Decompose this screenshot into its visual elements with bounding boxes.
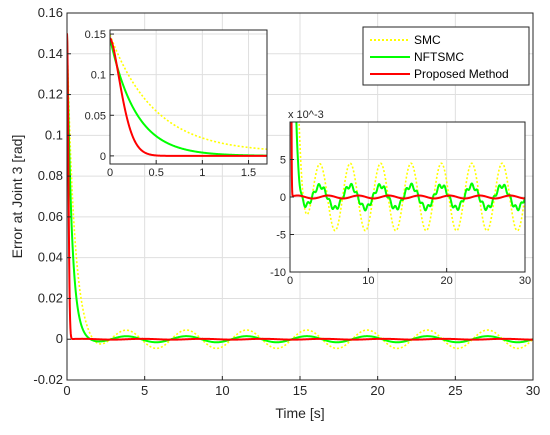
y-tick-label: 0.15 [85, 29, 106, 41]
inset-steady-state-series [290, 122, 525, 232]
inset-zoom-start-x-ticks: 0 0.5 1 1.5 [107, 160, 256, 179]
y-axis-label: Error at Joint 3 [rad] [9, 135, 25, 259]
x-tick-label: 1 [199, 167, 205, 179]
y-tick-label: 0.1 [91, 70, 106, 82]
x-tick-label: 1.5 [241, 167, 256, 179]
inset-zoom-start-frame [109, 29, 268, 165]
x-tick-label: 15 [293, 383, 307, 398]
y-tick-label: 0.08 [38, 168, 63, 183]
main-series [67, 33, 533, 350]
inset-zoom-start-area [110, 30, 267, 164]
series-line-proposed [110, 37, 267, 157]
legend: SMC NFTSMC Proposed Method [362, 26, 530, 86]
y-tick-label: 0.06 [38, 209, 63, 224]
x-tick-label: 0 [287, 275, 293, 287]
y-tick-label: 0.1 [45, 127, 63, 142]
inset-steady-state-y-ticks: -10 -5 0 5 [270, 155, 294, 279]
series-line-nftsmc [295, 122, 525, 212]
x-axis-label: Time [s] [275, 405, 324, 421]
x-tick-label: 0 [107, 167, 113, 179]
x-tick-label: 10 [362, 275, 374, 287]
x-tick-label: 25 [448, 383, 462, 398]
legend-label-nftsmc: NFTSMC [414, 50, 464, 64]
y-tick-label: 0 [280, 192, 286, 204]
x-tick-label: 0 [63, 383, 70, 398]
inset-zoom-start-plot: 0 0.5 1 1.5 0 0.05 0.1 0.15 [85, 29, 268, 179]
y-tick-label: -10 [270, 267, 286, 279]
x-tick-label: 30 [519, 275, 531, 287]
x-tick-label: 20 [441, 275, 453, 287]
series-line-smc [298, 122, 525, 232]
y-tick-label: 0 [100, 151, 106, 163]
y-tick-label: 0.14 [38, 46, 63, 61]
inset-zoom-start-series [110, 34, 267, 157]
y-tick-label: -5 [276, 230, 286, 242]
y-tick-label: 0 [56, 331, 63, 346]
x-tick-label: 30 [526, 383, 540, 398]
main-x-ticks: 0 5 10 15 20 25 30 [63, 376, 540, 398]
inset-y-exponent: x 10^-3 [288, 109, 324, 121]
legend-label-proposed: Proposed Method [414, 67, 509, 81]
series-line-smc [67, 33, 533, 350]
series-line-proposed [290, 122, 525, 200]
series-line-proposed [67, 33, 533, 341]
y-tick-label: 5 [280, 155, 286, 167]
y-tick-label: -0.02 [33, 372, 63, 387]
x-tick-label: 20 [370, 383, 384, 398]
y-tick-label: 0.05 [85, 110, 106, 122]
x-tick-label: 0.5 [149, 167, 164, 179]
legend-label-smc: SMC [414, 33, 441, 47]
inset-zoom-start-y-ticks: 0 0.05 0.1 0.15 [85, 29, 114, 163]
x-tick-label: 10 [215, 383, 229, 398]
series-line-nftsmc [67, 33, 533, 344]
main-y-ticks: -0.02 0 0.02 0.04 0.06 0.08 0.1 0.12 0.14 0.16 [33, 5, 71, 387]
y-tick-label: 0.02 [38, 290, 63, 305]
y-tick-label: 0.16 [38, 5, 63, 20]
x-tick-label: 5 [141, 383, 148, 398]
inset-steady-state-x-ticks: 0 10 20 30 [287, 268, 531, 287]
y-tick-label: 0.04 [38, 250, 63, 265]
y-tick-label: 0.12 [38, 87, 63, 102]
inset-steady-state-plot: 0 10 20 30 -10 -5 0 5 x 10^-3 [270, 109, 531, 287]
series-line-smc [110, 34, 267, 151]
